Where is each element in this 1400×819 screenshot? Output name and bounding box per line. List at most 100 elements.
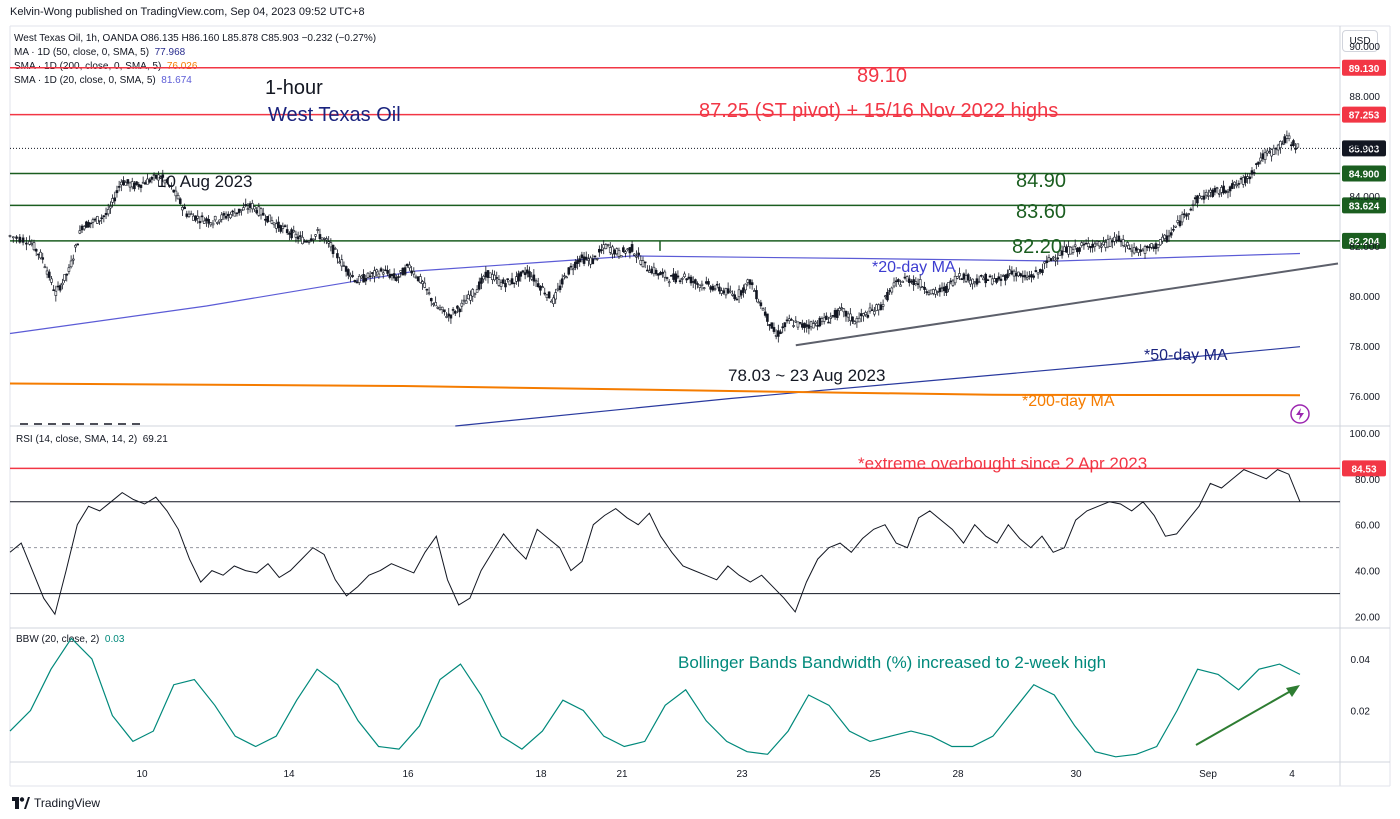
candle-body: [1235, 184, 1239, 187]
candle-body: [650, 268, 654, 274]
candle-body: [1220, 187, 1223, 193]
candle-body: [641, 260, 645, 268]
candle-body: [464, 300, 468, 304]
candle-body: [1167, 235, 1171, 238]
candle-body: [303, 240, 306, 243]
candle-body: [1078, 247, 1081, 252]
candle-body: [1222, 185, 1225, 194]
candle-body: [1025, 277, 1029, 280]
price-level-tag-label-1: 87.253: [1349, 111, 1380, 122]
candle-body: [1121, 239, 1125, 246]
candle-body: [174, 190, 178, 197]
candle-body: [875, 304, 878, 311]
candle-body: [264, 218, 267, 221]
price-level-tag-2: [1342, 140, 1386, 157]
candle-body: [674, 273, 678, 283]
candle-body: [333, 248, 337, 250]
candle-body: [975, 278, 979, 285]
candle-body: [1076, 247, 1079, 253]
bbw-legend-value: 0.03: [104, 634, 125, 645]
rsi-legend: RSI (14, close, SMA, 14, 2) 69.21: [16, 434, 168, 445]
candle-body: [255, 210, 258, 214]
candle-body: [486, 270, 490, 278]
candle-body: [421, 281, 424, 285]
candle-body: [905, 276, 909, 282]
candle-body: [1106, 239, 1110, 248]
rsi-y-tick-4: 100.00: [1349, 429, 1380, 440]
candle-body: [822, 317, 826, 322]
candle-body: [715, 283, 719, 286]
candle-body: [903, 276, 907, 279]
rsi-legend-label: RSI (14, close, SMA, 14, 2): [16, 434, 138, 445]
candle-body: [395, 277, 398, 281]
candle-body: [1071, 249, 1075, 253]
candle-body: [229, 214, 232, 219]
candle-body: [274, 223, 278, 229]
candle-body: [61, 282, 64, 286]
ma200-legend-value: 76.026: [166, 61, 198, 72]
candle-body: [929, 289, 933, 295]
time-x-tick-7: 28: [952, 769, 964, 780]
candle-body: [1137, 249, 1140, 253]
candle-body: [541, 286, 544, 288]
candle-body: [82, 226, 86, 230]
candle-body: [501, 279, 505, 284]
currency-button[interactable]: USD: [1342, 30, 1378, 52]
candle-body: [491, 274, 494, 281]
candle-body: [1213, 188, 1217, 193]
candle-body: [194, 215, 197, 221]
candle-body: [550, 300, 553, 303]
candle-body: [602, 244, 606, 249]
candle-body: [595, 258, 599, 260]
candle-body: [233, 212, 237, 217]
candle-body: [379, 268, 383, 272]
candle-body: [877, 304, 881, 311]
candle-body: [805, 324, 809, 327]
candle-body: [1038, 269, 1042, 273]
candle-body: [973, 281, 977, 283]
candle-body: [1093, 243, 1097, 248]
candle-body: [949, 280, 953, 283]
candle-body: [512, 282, 516, 285]
candle-body: [536, 283, 540, 288]
candle-body: [1163, 234, 1166, 239]
candle-body: [846, 313, 850, 318]
candle-body: [1056, 257, 1060, 260]
bbw-legend-label: BBW (20, close, 2): [16, 634, 100, 645]
price-annotation-5: 84.90: [1016, 170, 1066, 192]
candle-body: [47, 271, 51, 278]
candle-body: [447, 313, 451, 317]
candle-body: [1283, 136, 1287, 144]
price-y-tick-5: 86.000: [1349, 142, 1380, 153]
candle-body: [1067, 246, 1070, 255]
candle-body: [925, 291, 929, 293]
candle-body: [1265, 150, 1269, 154]
candle-body: [1279, 141, 1282, 148]
candle-body: [988, 275, 992, 278]
candle-body: [283, 225, 287, 227]
candle-body: [309, 238, 313, 242]
candle-body: [148, 179, 151, 183]
candle-body: [50, 278, 53, 283]
candle-body: [545, 294, 549, 299]
candle-body: [611, 246, 614, 255]
price-level-tag-label-3: 84.900: [1349, 170, 1380, 181]
candle-body: [1117, 235, 1121, 242]
publisher-line: Kelvin-Wong published on TradingView.com…: [10, 6, 365, 18]
candle-body: [43, 266, 47, 269]
candle-body: [964, 275, 968, 282]
candle-body: [74, 244, 77, 248]
time-x-tick-2: 16: [402, 769, 414, 780]
candle-body: [220, 214, 224, 220]
ma200-legend-label: SMA · 1D (200, close, 0, SMA, 5): [14, 61, 162, 72]
candle-body: [453, 311, 457, 314]
candle-body: [722, 290, 726, 294]
candle-body: [1193, 197, 1197, 200]
candle-body: [259, 208, 263, 216]
lightning-icon[interactable]: [1290, 404, 1310, 424]
candle-body: [200, 215, 204, 218]
candle-body: [517, 273, 520, 282]
candle-body: [146, 178, 149, 185]
candle-body: [1296, 143, 1300, 148]
